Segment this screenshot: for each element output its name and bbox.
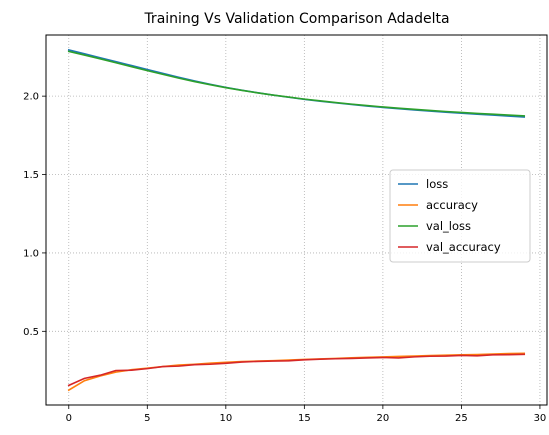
x-tick-label: 5 [144, 413, 150, 424]
y-tick-label: 1.5 [23, 170, 39, 181]
legend-label-val-loss: val_loss [426, 219, 471, 233]
x-tick-label: 0 [66, 413, 72, 424]
tick-layer: 0 5 10 15 20 25 30 0.5 1.0 1.5 2.0 [23, 92, 546, 424]
plot-frame [45, 34, 548, 406]
series-layer [67, 48, 526, 392]
series-line-val-accuracy [67, 353, 526, 387]
x-tick-label: 20 [377, 413, 390, 424]
x-tick-label: 30 [534, 413, 547, 424]
x-tick-label: 25 [455, 413, 468, 424]
legend-label-loss: loss [426, 177, 448, 191]
y-tick-label: 1.0 [23, 248, 39, 259]
legend-box [389, 169, 531, 263]
chart-title: Training Vs Validation Comparison Adadel… [143, 11, 449, 27]
x-tick-label: 10 [219, 413, 232, 424]
y-tick-label: 0.5 [23, 327, 39, 338]
legend: loss accuracy val_loss val_accuracy [389, 169, 531, 263]
series-line-val-loss [67, 50, 526, 117]
series-line-accuracy [67, 352, 526, 392]
series-line-loss [67, 48, 526, 118]
y-tick-label: 2.0 [23, 92, 39, 103]
x-tick-label: 15 [298, 413, 311, 424]
legend-label-accuracy: accuracy [426, 198, 478, 212]
legend-label-val-accuracy: val_accuracy [426, 240, 501, 254]
